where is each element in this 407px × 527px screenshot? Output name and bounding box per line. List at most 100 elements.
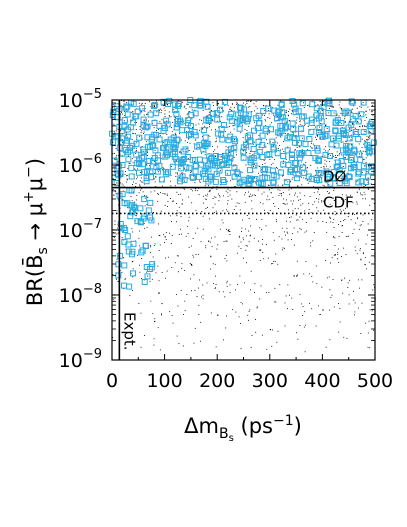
scatter-dot bbox=[372, 115, 374, 117]
scatter-dot bbox=[212, 120, 214, 122]
scatter-dot bbox=[364, 193, 366, 195]
scatter-dot bbox=[318, 189, 319, 190]
scatter-dot bbox=[166, 134, 168, 135]
scatter-dot bbox=[350, 139, 352, 141]
scatter-dot bbox=[242, 237, 244, 239]
scatter-dot bbox=[143, 131, 145, 133]
scatter-dot bbox=[235, 164, 237, 166]
scatter-dot bbox=[351, 112, 353, 114]
scatter-dot bbox=[253, 163, 255, 165]
scatter-dot bbox=[367, 143, 368, 145]
scatter-dot bbox=[135, 178, 137, 180]
scatter-dot bbox=[296, 219, 298, 221]
scatter-dot bbox=[255, 105, 257, 107]
scatter-dot bbox=[351, 130, 352, 132]
scatter-dot bbox=[285, 179, 287, 181]
scatter-dot bbox=[127, 207, 129, 208]
scatter-dot bbox=[341, 194, 343, 196]
scatter-dot bbox=[185, 108, 187, 110]
scatter-dot bbox=[357, 217, 359, 219]
scatter-dot bbox=[289, 180, 291, 182]
scatter-dot bbox=[267, 195, 269, 197]
scatter-dot bbox=[156, 111, 158, 113]
scatter-dot bbox=[367, 234, 368, 236]
scatter-square bbox=[150, 158, 157, 165]
scatter-dot bbox=[192, 102, 194, 104]
scatter-dot bbox=[320, 137, 322, 139]
scatter-dot bbox=[240, 323, 241, 324]
scatter-dot bbox=[294, 137, 296, 139]
scatter-square bbox=[128, 164, 135, 171]
scatter-dot bbox=[219, 196, 221, 198]
scatter-dot bbox=[297, 231, 299, 233]
scatter-dot bbox=[235, 205, 237, 207]
scatter-dot bbox=[339, 101, 341, 103]
scatter-dot bbox=[226, 209, 227, 211]
scatter-square bbox=[334, 163, 341, 170]
scatter-square bbox=[169, 150, 176, 157]
scatter-dot bbox=[228, 230, 230, 232]
scatter-square bbox=[149, 142, 156, 149]
scatter-dot bbox=[262, 164, 263, 165]
scatter-dot bbox=[240, 302, 242, 303]
scatter-dot bbox=[177, 305, 179, 307]
scatter-dot bbox=[127, 168, 129, 170]
scatter-dot bbox=[244, 282, 245, 284]
scatter-dot bbox=[233, 165, 235, 167]
scatter-dot bbox=[353, 105, 354, 107]
scatter-dot bbox=[347, 172, 349, 174]
scatter-dot bbox=[277, 104, 279, 106]
scatter-square bbox=[130, 100, 137, 107]
scatter-dot bbox=[252, 154, 254, 156]
scatter-dot bbox=[208, 108, 210, 110]
scatter-dot bbox=[334, 159, 336, 161]
scatter-dot bbox=[170, 116, 172, 118]
scatter-dot bbox=[285, 295, 287, 297]
scatter-dot bbox=[231, 103, 233, 105]
scatter-dot bbox=[360, 258, 362, 260]
scatter-dot bbox=[198, 314, 200, 315]
scatter-dot bbox=[124, 278, 126, 280]
scatter-square bbox=[352, 129, 359, 136]
scatter-square bbox=[296, 154, 303, 161]
scatter-dot bbox=[129, 163, 131, 164]
scatter-dot bbox=[202, 298, 204, 300]
scatter-dot bbox=[171, 267, 173, 268]
scatter-dot bbox=[329, 216, 331, 218]
scatter-dot bbox=[229, 284, 231, 286]
scatter-dot bbox=[330, 105, 332, 107]
scatter-square bbox=[308, 128, 315, 135]
scatter-dot bbox=[346, 213, 348, 214]
scatter-dot bbox=[170, 180, 171, 182]
scatter-dot bbox=[199, 129, 200, 131]
scatter-dot bbox=[141, 181, 143, 183]
scatter-dot bbox=[372, 122, 374, 124]
scatter-dot bbox=[189, 106, 191, 108]
scatter-dot bbox=[163, 234, 165, 236]
scatter-dot bbox=[334, 146, 336, 148]
scatter-dot bbox=[341, 280, 343, 281]
scatter-dot bbox=[249, 106, 251, 107]
scatter-dot bbox=[171, 315, 173, 316]
scatter-dot bbox=[139, 152, 141, 154]
scatter-dot bbox=[214, 177, 216, 179]
scatter-dot bbox=[359, 225, 361, 227]
scatter-dot bbox=[216, 120, 218, 122]
scatter-dot bbox=[267, 117, 269, 118]
scatter-square bbox=[348, 122, 355, 129]
scatter-dot bbox=[286, 121, 288, 123]
scatter-dot bbox=[132, 162, 134, 164]
scatter-dot bbox=[261, 219, 263, 220]
scatter-dot bbox=[256, 107, 258, 109]
scatter-square bbox=[202, 175, 209, 182]
scatter-square bbox=[346, 174, 353, 181]
scatter-dot bbox=[152, 313, 154, 315]
scatter-dot bbox=[167, 201, 169, 202]
scatter-square bbox=[228, 110, 235, 117]
scatter-dot bbox=[294, 244, 295, 246]
scatter-dot bbox=[283, 203, 285, 205]
scatter-dot bbox=[226, 180, 228, 182]
scatter-dot bbox=[349, 178, 351, 179]
scatter-dot bbox=[146, 119, 148, 121]
scatter-dot bbox=[166, 124, 167, 126]
